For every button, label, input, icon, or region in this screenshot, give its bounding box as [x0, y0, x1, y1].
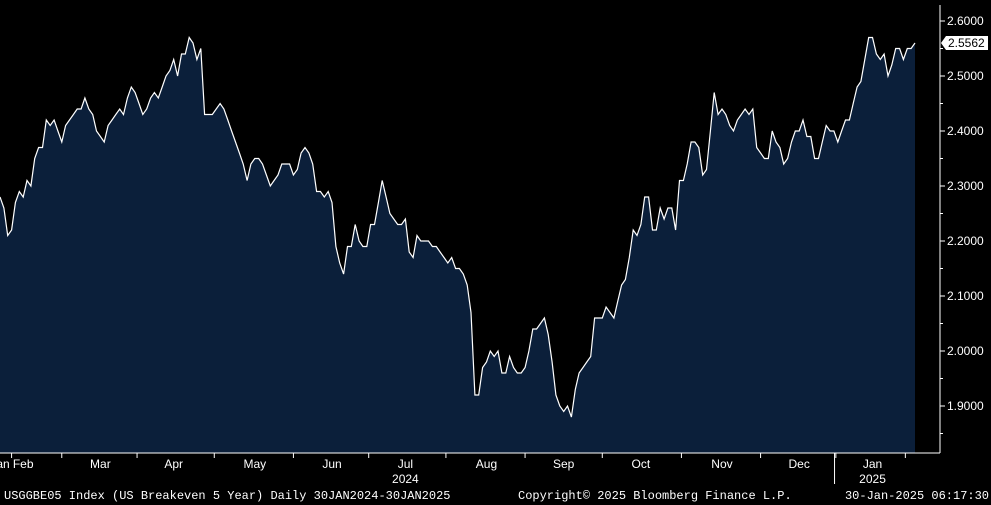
copyright-notice: Copyright© 2025 Bloomberg Finance L.P.	[518, 489, 792, 503]
x-tick-label: Dec	[789, 457, 810, 471]
series-line	[0, 36, 916, 418]
x-tick-label: Sep	[553, 457, 575, 471]
axes: 2.6000 2.5000 2.4000 2.3000 2.2000 2.1000 2.00…	[0, 5, 988, 486]
y-tick-label: 1.9000	[947, 399, 984, 413]
footer-bar: USGGBE05 Index (US Breakeven 5 Year) Dai…	[0, 486, 991, 505]
x-tick-label: Apr	[164, 457, 183, 471]
last-value-marker	[941, 36, 988, 50]
y-tick-label: 2.3000	[947, 179, 984, 193]
y-tick-label: 2.5000	[947, 69, 984, 83]
breakeven-chart: 2.6000 2.5000 2.4000 2.3000 2.2000 2.1000 2.00…	[0, 5, 988, 486]
x-tick-label: May	[243, 457, 266, 471]
year-label: 2024	[392, 472, 419, 486]
x-tick-label: Jun	[322, 457, 341, 471]
y-tick-label: 2.0000	[947, 344, 984, 358]
timestamp: 30-Jan-2025 06:17:30	[844, 489, 989, 503]
x-tick-label: Aug	[476, 457, 497, 471]
series-area-fill	[0, 37, 915, 453]
x-tick-label: Jul	[398, 457, 413, 471]
last-value-label: 2.5562	[948, 36, 985, 50]
y-tick-label: 2.4000	[947, 124, 984, 138]
year-label: 2025	[859, 472, 886, 486]
x-tick-label: Nov	[711, 457, 732, 471]
x-tick-label: Jan	[0, 457, 10, 471]
security-description: USGGBE05 Index (US Breakeven 5 Year) Dai…	[4, 489, 451, 503]
x-tick-label: Feb	[13, 457, 34, 471]
plot-area	[0, 36, 916, 453]
y-tick-label: 2.2000	[947, 234, 984, 248]
x-tick-label: Jan	[863, 457, 882, 471]
y-tick-label: 2.1000	[947, 289, 984, 303]
x-tick-label: Mar	[90, 457, 111, 471]
x-tick-label: Oct	[632, 457, 651, 471]
y-tick-label: 2.6000	[947, 14, 984, 28]
